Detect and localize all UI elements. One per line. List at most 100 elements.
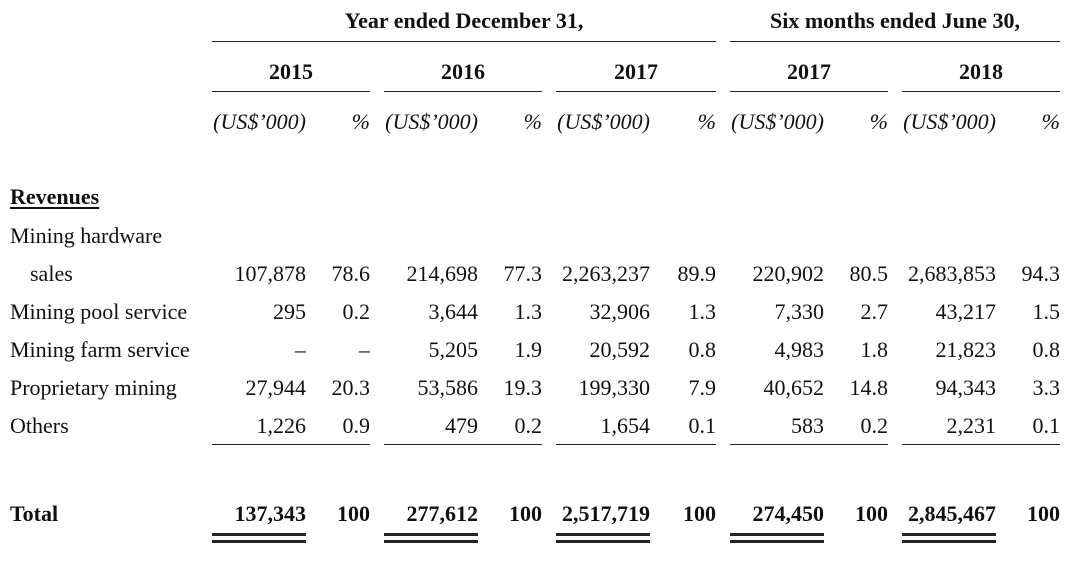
subtotal-rule-2017 [556, 444, 716, 445]
total-2016-amount: 277,612 [406, 501, 479, 526]
header-year-ended: Year ended December 31, [344, 8, 584, 33]
year-underline-2015 [212, 91, 370, 92]
cell-2015-amount: 107,878 [234, 261, 307, 286]
cell-2015-pct: 20.3 [331, 375, 371, 400]
cell-2017h-pct: 2.7 [860, 299, 889, 324]
total-double-rule-2017 [556, 533, 650, 536]
year-underline-2018 [902, 91, 1060, 92]
cell-2016-amount: 5,205 [428, 337, 479, 362]
cell-2017h-pct: 0.2 [860, 413, 889, 438]
total-2017h-pct: 100 [855, 501, 888, 526]
cell-2015-amount: 295 [273, 299, 306, 324]
cell-2017h-amount: 4,983 [774, 337, 825, 362]
cell-2017h-amount: 220,902 [752, 261, 825, 286]
header-year-underline [212, 41, 716, 42]
cell-2016-pct: 1.9 [514, 337, 543, 362]
row-label-others: Others [10, 413, 69, 438]
pct-header: % [523, 109, 542, 134]
year-header-2015: 2015 [269, 59, 313, 84]
cell-2017-amount: 1,654 [600, 413, 651, 438]
row-label-proprietary: Proprietary mining [10, 375, 177, 400]
unit-header: (US$’000) [903, 109, 996, 134]
cell-2018h-amount: 2,683,853 [908, 261, 996, 286]
row-label-mining-farm: Mining farm service [10, 337, 190, 362]
cell-2018h-amount: 94,343 [935, 375, 997, 400]
cell-2017h-pct: 14.8 [849, 375, 889, 400]
cell-2018h-pct: 0.1 [1032, 413, 1061, 438]
unit-header: (US$’000) [557, 109, 650, 134]
cell-2017h-amount: 7,330 [774, 299, 825, 324]
row-label-mining-hardware: Mining hardware [10, 223, 163, 248]
year-header-2018: 2018 [959, 59, 1003, 84]
cell-2015-pct: 78.6 [331, 261, 371, 286]
cell-2016-pct: 19.3 [503, 375, 543, 400]
header-six-months: Six months ended June 30, [769, 8, 1020, 33]
subtotal-rule-2016 [384, 444, 542, 445]
pct-header: % [1041, 109, 1060, 134]
cell-2017h-amount: 583 [791, 413, 824, 438]
year-header-2017: 2017 [614, 59, 658, 84]
cell-2016-pct: 0.2 [514, 413, 543, 438]
cell-2017-pct: 89.9 [677, 261, 717, 286]
cell-2015-pct: 0.2 [342, 299, 371, 324]
cell-2017-amount: 199,330 [578, 375, 651, 400]
total-2015-amount: 137,343 [234, 501, 307, 526]
pct-header: % [351, 109, 370, 134]
cell-2015-pct: 0.9 [342, 413, 371, 438]
cell-2016-amount: 53,586 [417, 375, 479, 400]
total-2017h-amount: 274,450 [752, 501, 825, 526]
cell-2018h-pct: 1.5 [1032, 299, 1061, 324]
cell-2017-pct: 1.3 [688, 299, 717, 324]
total-double-rule-2015 [212, 540, 306, 543]
cell-2018h-amount: 43,217 [935, 299, 997, 324]
unit-header: (US$’000) [385, 109, 478, 134]
total-2017-pct: 100 [683, 501, 716, 526]
cell-2016-pct: 1.3 [514, 299, 543, 324]
cell-2017-pct: 7.9 [688, 375, 717, 400]
total-double-rule-2017-six [730, 533, 824, 536]
total-double-rule-2018 [902, 540, 996, 543]
cell-2016-pct: 77.3 [503, 261, 543, 286]
cell-2018h-amount: 21,823 [935, 337, 997, 362]
total-2018h-amount: 2,845,467 [908, 501, 996, 526]
cell-2017-pct: 0.8 [688, 337, 717, 362]
header-six-underline [730, 41, 1060, 42]
total-double-rule-2017 [556, 540, 650, 543]
cell-2015-amount: 27,944 [245, 375, 307, 400]
year-header-2016: 2016 [441, 59, 485, 84]
unit-header: (US$’000) [213, 109, 306, 134]
unit-header: (US$’000) [731, 109, 824, 134]
year-header-2017-six: 2017 [787, 59, 831, 84]
cell-2015-amount: 1,226 [256, 413, 307, 438]
total-double-rule-2016 [384, 540, 478, 543]
cell-2016-amount: 479 [445, 413, 478, 438]
total-double-rule-2018 [902, 533, 996, 536]
row-label-total: Total [10, 501, 59, 526]
subtotal-rule-2015 [212, 444, 370, 445]
subtotal-rule-2017-six [730, 444, 888, 445]
cell-2015-pct: – [359, 337, 370, 362]
total-double-rule-2017-six [730, 540, 824, 543]
subtotal-rule-2018 [902, 444, 1060, 445]
cell-2015-amount: – [295, 337, 306, 362]
cell-2018h-pct: 0.8 [1032, 337, 1061, 362]
cell-2017-amount: 32,906 [589, 299, 651, 324]
total-2015-pct: 100 [337, 501, 370, 526]
cell-2017-pct: 0.1 [688, 413, 717, 438]
row-label-mining-pool: Mining pool service [10, 299, 188, 324]
pct-header: % [697, 109, 716, 134]
total-double-rule-2016 [384, 533, 478, 536]
cell-2017h-amount: 40,652 [763, 375, 825, 400]
cell-2018h-pct: 94.3 [1021, 261, 1061, 286]
cell-2018h-amount: 2,231 [946, 413, 997, 438]
total-2017-amount: 2,517,719 [562, 501, 650, 526]
total-double-rule-2015 [212, 533, 306, 536]
cell-2017h-pct: 80.5 [849, 261, 889, 286]
cell-2017h-pct: 1.8 [860, 337, 889, 362]
pct-header: % [869, 109, 888, 134]
total-2016-pct: 100 [509, 501, 542, 526]
cell-2016-amount: 3,644 [428, 299, 479, 324]
cell-2017-amount: 2,263,237 [562, 261, 650, 286]
year-underline-2017-six [730, 91, 888, 92]
cell-2017-amount: 20,592 [589, 337, 651, 362]
